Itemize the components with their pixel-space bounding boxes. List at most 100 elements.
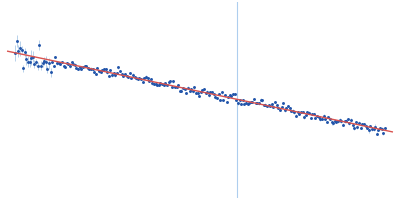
Point (98, 71, 104, 74)
Point (73, 66, 80, 69)
Point (117, 69, 123, 72)
Point (290, 109, 296, 113)
Point (93, 72, 99, 75)
Point (233, 98, 240, 102)
Point (377, 127, 383, 130)
Point (44, 68, 50, 71)
Point (133, 77, 140, 80)
Point (88, 67, 94, 70)
Point (224, 100, 230, 104)
Point (106, 74, 112, 77)
Point (62, 65, 68, 69)
Point (375, 129, 382, 132)
Point (28, 56, 34, 59)
Point (20, 67, 26, 70)
Point (91, 70, 98, 74)
Point (186, 89, 193, 92)
Point (128, 76, 134, 80)
Point (291, 111, 298, 114)
Point (380, 132, 386, 135)
Point (122, 73, 128, 76)
Point (366, 129, 372, 132)
Point (123, 75, 130, 78)
Point (202, 91, 209, 94)
Point (114, 71, 120, 74)
Point (135, 77, 141, 80)
Point (324, 120, 330, 123)
Point (191, 86, 198, 89)
Point (217, 98, 223, 102)
Point (70, 63, 76, 66)
Point (308, 116, 314, 119)
Point (243, 101, 249, 104)
Point (154, 83, 160, 86)
Point (254, 102, 260, 105)
Point (49, 60, 56, 63)
Point (332, 119, 338, 122)
Point (302, 113, 309, 117)
Point (241, 102, 248, 105)
Point (314, 114, 320, 118)
Point (67, 65, 73, 68)
Point (367, 125, 374, 128)
Point (225, 95, 232, 98)
Point (146, 79, 152, 82)
Point (156, 83, 162, 87)
Point (270, 105, 277, 108)
Point (319, 117, 325, 120)
Point (96, 70, 102, 73)
Point (246, 101, 252, 104)
Point (293, 114, 299, 117)
Point (222, 94, 228, 97)
Point (152, 83, 159, 86)
Point (201, 87, 207, 90)
Point (320, 114, 327, 117)
Point (325, 115, 332, 118)
Point (210, 92, 217, 95)
Point (75, 67, 81, 70)
Point (207, 91, 214, 94)
Point (301, 115, 307, 119)
Point (17, 46, 23, 50)
Point (361, 123, 367, 126)
Point (15, 49, 22, 53)
Point (56, 62, 62, 65)
Point (220, 99, 227, 102)
Point (351, 126, 358, 130)
Point (183, 91, 190, 94)
Point (130, 73, 136, 76)
Point (328, 121, 335, 124)
Point (99, 68, 106, 72)
Point (267, 104, 274, 108)
Point (115, 66, 122, 69)
Point (340, 123, 346, 126)
Point (31, 62, 38, 66)
Point (353, 121, 359, 124)
Point (80, 66, 86, 69)
Point (288, 109, 294, 112)
Point (240, 98, 246, 101)
Point (136, 77, 143, 80)
Point (193, 91, 199, 94)
Point (90, 67, 96, 71)
Point (168, 85, 175, 88)
Point (104, 71, 110, 74)
Point (275, 107, 282, 110)
Point (214, 96, 220, 99)
Point (251, 98, 257, 101)
Point (278, 106, 285, 109)
Point (198, 90, 204, 93)
Point (256, 102, 262, 105)
Point (39, 61, 46, 65)
Point (354, 126, 361, 129)
Point (235, 102, 241, 105)
Point (190, 90, 196, 93)
Point (350, 124, 356, 127)
Point (282, 109, 288, 112)
Point (370, 127, 377, 130)
Point (209, 91, 215, 94)
Point (59, 60, 65, 64)
Point (356, 121, 362, 124)
Point (327, 117, 333, 120)
Point (248, 101, 254, 104)
